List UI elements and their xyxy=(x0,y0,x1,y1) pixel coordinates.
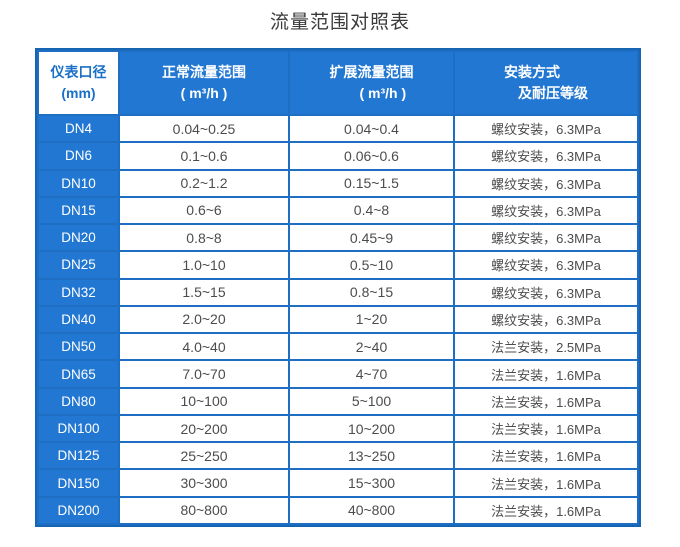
row-dn-label: DN20 xyxy=(39,225,118,251)
row-extended-range: 0.45~9 xyxy=(290,225,453,251)
row-install-pressure: 法兰安装，1.6MPa xyxy=(455,388,637,414)
row-install-pressure: 螺纹安装，6.3MPa xyxy=(455,306,637,333)
row-dn-label: DN40 xyxy=(39,306,118,333)
row-normal-range: 1.5~15 xyxy=(120,279,288,305)
header-extended-flow-unit: ( m³/h ) xyxy=(359,85,407,101)
row-normal-range: 0.2~1.2 xyxy=(120,170,288,196)
header-install-label: 安装方式 xyxy=(504,64,560,80)
row-normal-range: 25~250 xyxy=(120,443,288,469)
row-extended-range: 0.04~0.4 xyxy=(290,116,453,142)
header-install-pressure: 安装方式 及耐压等级 xyxy=(455,52,637,114)
row-extended-range: 15~300 xyxy=(290,470,453,496)
row-extended-range: 0.06~0.6 xyxy=(290,143,453,169)
row-normal-range: 30~300 xyxy=(120,470,288,496)
row-extended-range: 0.8~15 xyxy=(290,279,453,305)
row-normal-range: 4.0~40 xyxy=(120,334,288,360)
row-extended-range: 13~250 xyxy=(290,443,453,469)
header-pressure-label: 及耐压等级 xyxy=(518,85,588,101)
header-meter-diameter-label: 仪表口径 xyxy=(50,64,107,80)
row-normal-range: 0.04~0.25 xyxy=(120,116,288,142)
row-dn-label: DN65 xyxy=(39,361,118,387)
row-install-pressure: 法兰安装，2.5MPa xyxy=(455,334,637,360)
header-meter-diameter: 仪表口径 (mm) xyxy=(39,52,118,114)
row-normal-range: 80~800 xyxy=(120,497,288,523)
row-extended-range: 0.5~10 xyxy=(290,252,453,278)
row-normal-range: 2.0~20 xyxy=(120,306,288,333)
row-dn-label: DN50 xyxy=(39,334,118,360)
row-install-pressure: 法兰安装，1.6MPa xyxy=(455,443,637,469)
row-extended-range: 1~20 xyxy=(290,306,453,333)
row-dn-label: DN6 xyxy=(39,143,118,169)
row-install-pressure: 法兰安装，1.6MPa xyxy=(455,470,637,496)
row-dn-label: DN15 xyxy=(39,197,118,224)
row-dn-label: DN100 xyxy=(39,415,118,442)
row-dn-label: DN10 xyxy=(39,170,118,196)
row-normal-range: 0.8~8 xyxy=(120,225,288,251)
row-install-pressure: 法兰安装，1.6MPa xyxy=(455,361,637,387)
header-normal-flow-range: 正常流量范围 ( m³/h ) xyxy=(120,52,288,114)
row-extended-range: 10~200 xyxy=(290,415,453,442)
header-meter-diameter-unit: (mm) xyxy=(61,85,96,101)
row-normal-range: 20~200 xyxy=(120,415,288,442)
row-extended-range: 0.15~1.5 xyxy=(290,170,453,196)
row-install-pressure: 螺纹安装，6.3MPa xyxy=(455,197,637,224)
row-normal-range: 10~100 xyxy=(120,388,288,414)
row-dn-label: DN150 xyxy=(39,470,118,496)
row-dn-label: DN25 xyxy=(39,252,118,278)
row-normal-range: 0.1~0.6 xyxy=(120,143,288,169)
header-extended-flow-range: 扩展流量范围 ( m³/h ) xyxy=(290,52,453,114)
header-normal-flow-unit: ( m³/h ) xyxy=(180,85,228,101)
row-install-pressure: 螺纹安装，6.3MPa xyxy=(455,116,637,142)
row-install-pressure: 螺纹安装，6.3MPa xyxy=(455,252,637,278)
row-extended-range: 5~100 xyxy=(290,388,453,414)
row-install-pressure: 螺纹安装，6.3MPa xyxy=(455,225,637,251)
flow-range-table: 仪表口径 (mm) 正常流量范围 ( m³/h ) 扩展流量范围 ( m³/h … xyxy=(35,48,641,527)
row-dn-label: DN4 xyxy=(39,116,118,142)
row-extended-range: 0.4~8 xyxy=(290,197,453,224)
header-normal-flow-label: 正常流量范围 xyxy=(162,64,246,80)
row-extended-range: 4~70 xyxy=(290,361,453,387)
row-dn-label: DN125 xyxy=(39,443,118,469)
row-install-pressure: 法兰安装，1.6MPa xyxy=(455,415,637,442)
row-dn-label: DN32 xyxy=(39,279,118,305)
row-install-pressure: 螺纹安装，6.3MPa xyxy=(455,170,637,196)
row-normal-range: 7.0~70 xyxy=(120,361,288,387)
row-dn-label: DN80 xyxy=(39,388,118,414)
row-install-pressure: 螺纹安装，6.3MPa xyxy=(455,279,637,305)
header-extended-flow-label: 扩展流量范围 xyxy=(329,64,414,80)
page-title: 流量范围对照表 xyxy=(269,12,410,33)
row-install-pressure: 法兰安装，1.6MPa xyxy=(455,497,637,523)
row-dn-label: DN200 xyxy=(39,497,118,523)
row-extended-range: 40~800 xyxy=(290,497,453,523)
row-normal-range: 1.0~10 xyxy=(120,252,288,278)
row-normal-range: 0.6~6 xyxy=(120,197,288,224)
row-extended-range: 2~40 xyxy=(290,334,453,360)
row-install-pressure: 螺纹安装，6.3MPa xyxy=(455,143,637,169)
